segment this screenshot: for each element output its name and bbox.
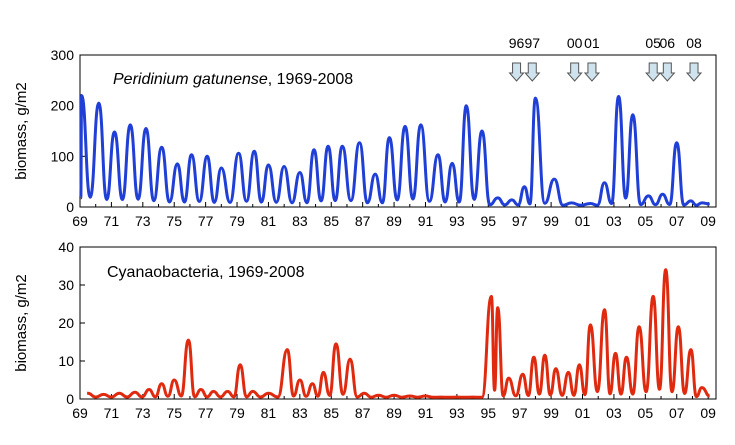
cyanobacteria-panel: biomass, g/m2 Cyanaobacteria, 1969-2008 …: [13, 239, 717, 421]
cyanobacteria-series-line: [86, 268, 711, 399]
chart-title-years: , 1969-2008: [268, 71, 354, 88]
x-tick-label: 05: [638, 213, 654, 229]
peridinium-series-line: [79, 94, 710, 207]
x-tick-label: 81: [261, 213, 277, 229]
x-tick-label: 77: [198, 213, 214, 229]
x-tick-label: 05: [638, 405, 654, 421]
x-tick-label: 77: [198, 405, 214, 421]
down-arrow-icon: [524, 62, 541, 82]
annotation-year-label: 05: [645, 35, 661, 51]
x-tick-label: 01: [575, 213, 591, 229]
y-tick-label: 0: [66, 199, 74, 215]
x-tick-label: 97: [512, 405, 528, 421]
y-ticks: 0 10 20 30 40: [58, 239, 85, 407]
y-axis-label: biomass, g/m2: [13, 82, 30, 180]
x-tick-label: 99: [543, 405, 559, 421]
down-arrow-icon: [508, 62, 525, 82]
annotation-year-label: 01: [584, 35, 600, 51]
x-tick-label: 07: [669, 213, 685, 229]
down-arrow-icon: [685, 62, 703, 82]
x-ticks: 69 71 73 75 77 79 81 83 85 87 89 91 93 95 97 99 01 03 05 07…: [72, 394, 716, 421]
y-tick-label: 200: [51, 98, 75, 114]
x-tick-label: 79: [229, 405, 245, 421]
y-ticks: 0 100 200 300: [51, 47, 85, 215]
x-tick-label: 71: [104, 213, 120, 229]
annotation-year-label: 00: [567, 35, 583, 51]
x-tick-label: 93: [449, 213, 465, 229]
x-tick-label: 03: [606, 213, 622, 229]
x-tick-label: 91: [418, 405, 434, 421]
x-tick-label: 07: [669, 405, 685, 421]
x-tick-label: 73: [135, 213, 151, 229]
annotation-year-label: 08: [686, 35, 702, 51]
y-tick-label: 20: [58, 315, 74, 331]
chart-title: Peridinium gatunense, 1969-2008: [113, 71, 353, 88]
y-tick-label: 40: [58, 239, 74, 255]
x-tick-label: 75: [166, 213, 182, 229]
x-tick-label: 89: [386, 405, 402, 421]
x-tick-label: 09: [700, 213, 716, 229]
annotation-year-label: 96: [509, 35, 525, 51]
down-arrow-icon: [583, 62, 601, 82]
x-tick-label: 09: [700, 405, 716, 421]
x-tick-label: 97: [512, 213, 528, 229]
chart-title: Cyanaobacteria, 1969-2008: [107, 264, 305, 281]
peridinium-panel: biomass, g/m2 Peridinium gatunense, 1969…: [13, 35, 717, 229]
x-tick-label: 87: [355, 213, 371, 229]
x-tick-label: 93: [449, 405, 465, 421]
x-tick-label: 85: [323, 213, 339, 229]
y-tick-label: 100: [51, 148, 75, 164]
x-tick-label: 69: [72, 405, 88, 421]
x-tick-label: 79: [229, 213, 245, 229]
y-tick-label: 300: [51, 47, 75, 63]
x-tick-label: 95: [481, 405, 497, 421]
x-tick-label: 01: [575, 405, 591, 421]
x-tick-label: 71: [104, 405, 120, 421]
x-tick-label: 81: [261, 405, 277, 421]
chart-title-species: Peridinium gatunense: [113, 71, 268, 88]
x-tick-label: 91: [418, 213, 434, 229]
y-tick-label: 10: [58, 353, 74, 369]
x-tick-label: 99: [543, 213, 559, 229]
annotation-year-label: 97: [524, 35, 540, 51]
down-arrow-icon: [659, 62, 676, 82]
x-tick-label: 69: [72, 213, 88, 229]
x-tick-label: 73: [135, 405, 151, 421]
x-tick-label: 83: [292, 405, 308, 421]
annotation-year-label: 06: [660, 35, 676, 51]
down-arrow-icon: [566, 62, 583, 82]
x-tick-label: 95: [481, 213, 497, 229]
x-tick-label: 87: [355, 405, 371, 421]
x-tick-label: 03: [606, 405, 622, 421]
y-axis-label: biomass, g/m2: [13, 274, 30, 372]
y-tick-label: 30: [58, 277, 74, 293]
x-ticks: 69 71 73 75 77 79 81 83 85 87 89 91 93 95 97 99 01 03 05 07…: [72, 202, 716, 229]
down-arrow-icon: [645, 62, 662, 82]
x-tick-label: 75: [166, 405, 182, 421]
x-tick-label: 89: [386, 213, 402, 229]
y-tick-label: 0: [66, 391, 74, 407]
x-tick-label: 85: [323, 405, 339, 421]
x-tick-label: 83: [292, 213, 308, 229]
